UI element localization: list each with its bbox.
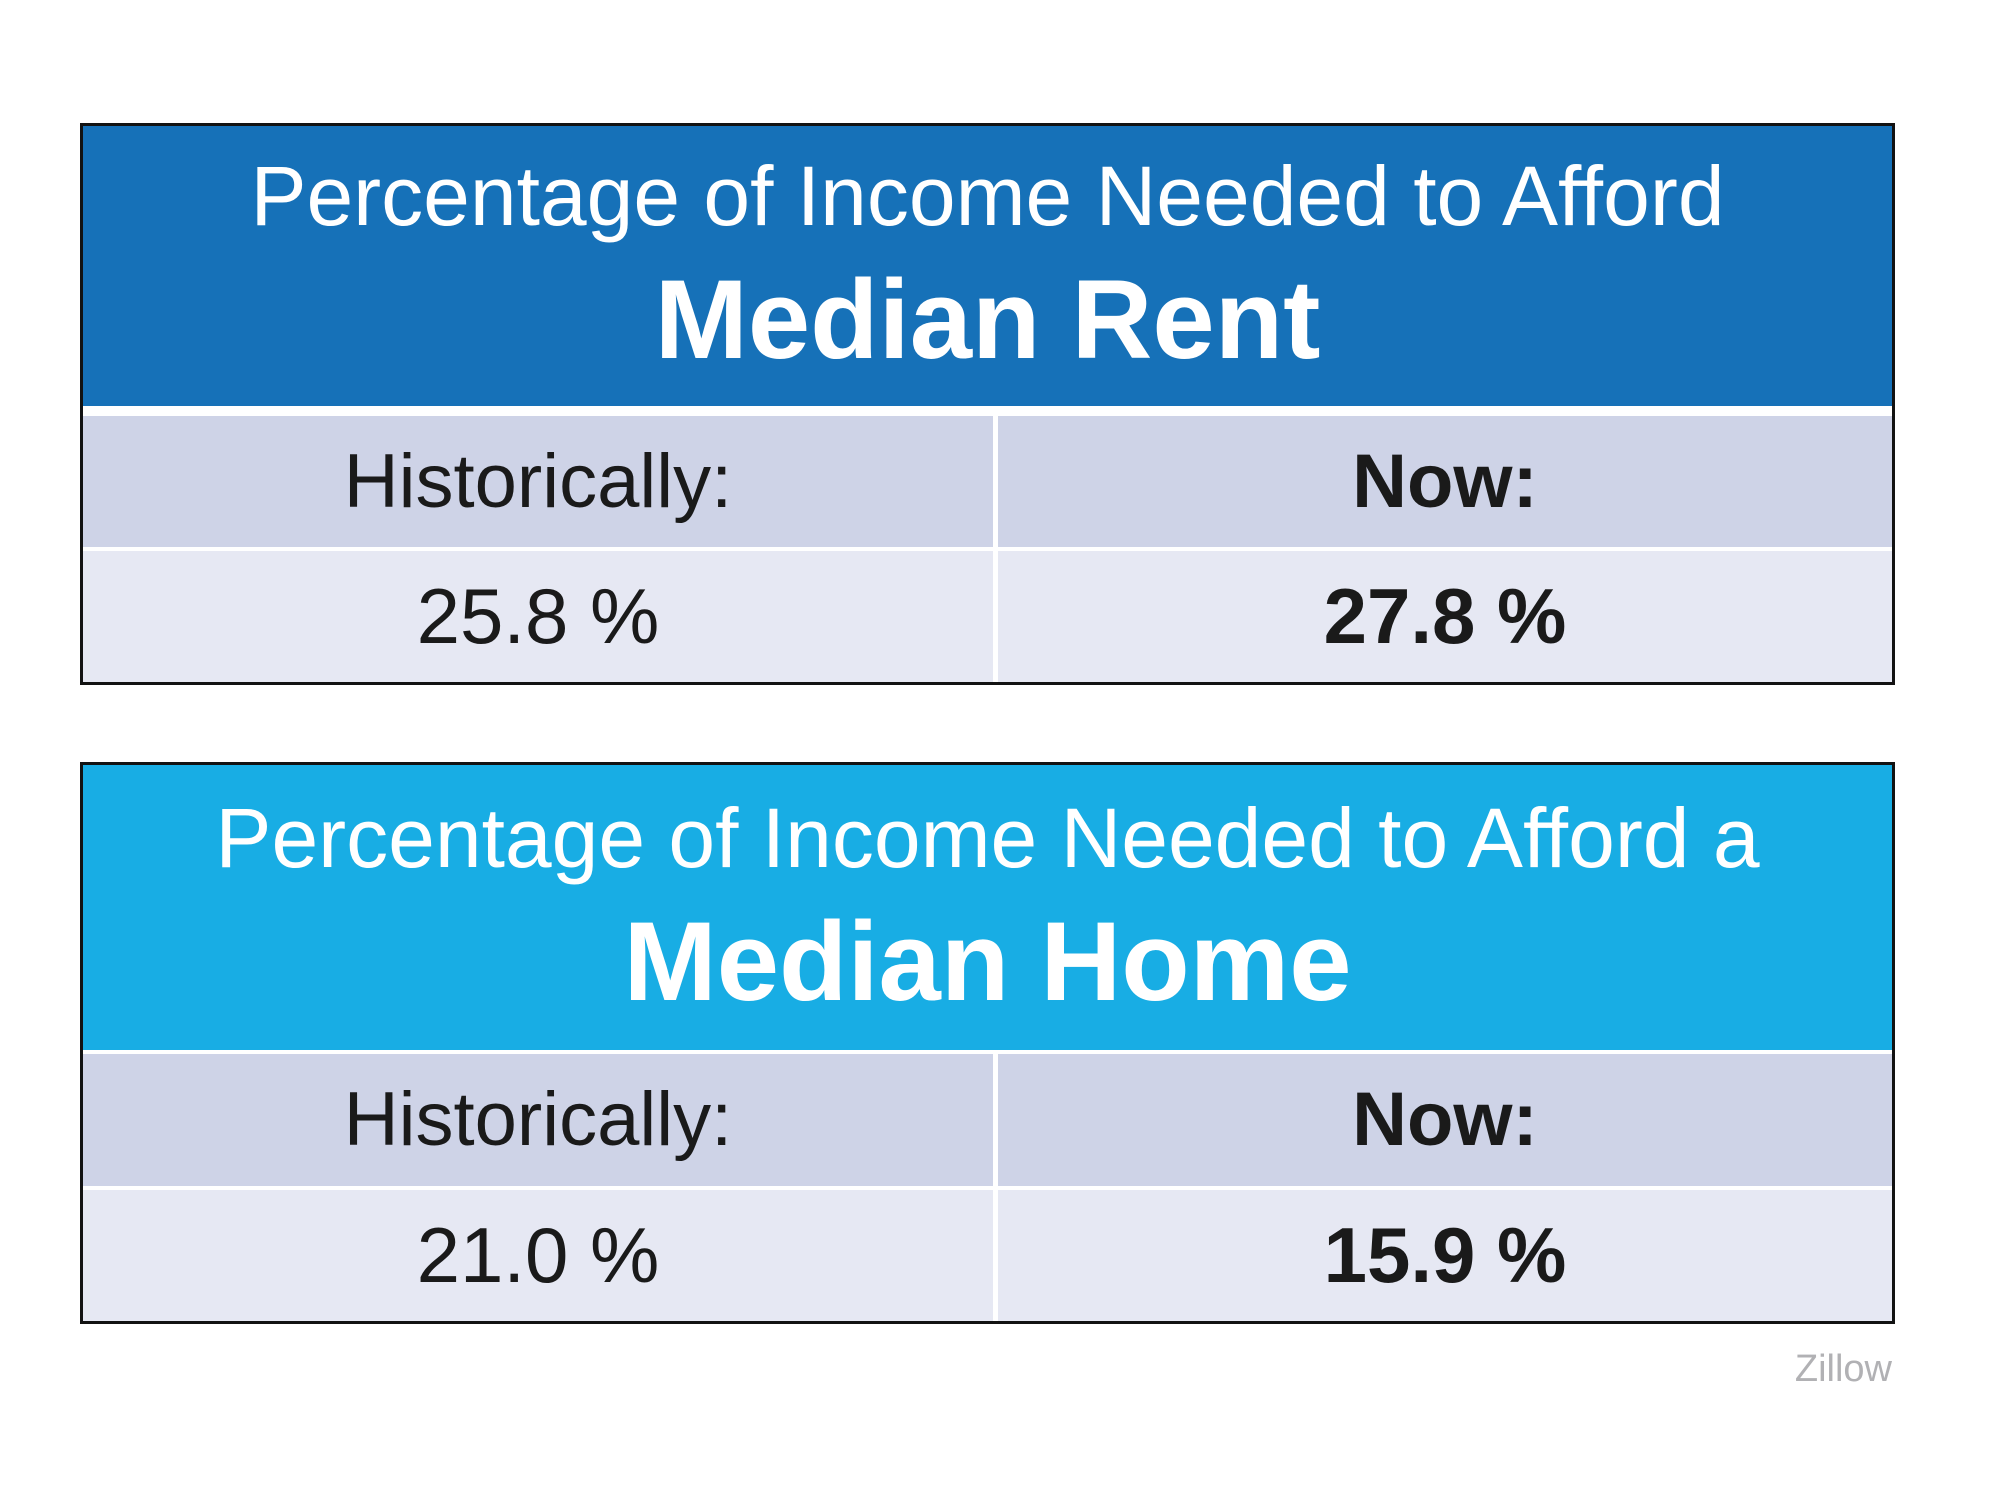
rent-title-line2: Median Rent — [654, 257, 1321, 383]
rent-value-row: 25.8 % 27.8 % — [83, 551, 1892, 682]
rent-now-value: 27.8 % — [998, 551, 1892, 682]
row-divider — [83, 1185, 1892, 1190]
row-divider — [83, 1050, 1892, 1054]
home-historically-label: Historically: — [83, 1054, 993, 1186]
rent-historically-label: Historically: — [83, 416, 993, 547]
home-now-label: Now: — [998, 1054, 1892, 1186]
home-now-value: 15.9 % — [998, 1189, 1892, 1321]
rent-label-row: Historically: Now: — [83, 416, 1892, 547]
home-title-line2: Median Home — [623, 898, 1352, 1024]
rent-historically-value: 25.8 % — [83, 551, 993, 682]
rent-now-label: Now: — [998, 416, 1892, 547]
median-home-table: Percentage of Income Needed to Afford a … — [80, 762, 1895, 1324]
home-historically-value: 21.0 % — [83, 1189, 993, 1321]
median-rent-table-header: Percentage of Income Needed to Afford Me… — [83, 126, 1892, 406]
column-divider — [993, 551, 998, 682]
column-divider — [993, 416, 998, 547]
home-title-line1: Percentage of Income Needed to Afford a — [215, 790, 1760, 885]
home-value-row: 21.0 % 15.9 % — [83, 1189, 1892, 1321]
column-divider — [993, 1189, 998, 1321]
rent-title-line1: Percentage of Income Needed to Afford — [250, 149, 1725, 244]
source-attribution: Zillow — [1794, 1348, 1892, 1390]
column-divider — [993, 1054, 998, 1186]
row-divider — [83, 406, 1892, 416]
median-home-table-header: Percentage of Income Needed to Afford a … — [83, 765, 1892, 1050]
home-label-row: Historically: Now: — [83, 1054, 1892, 1186]
row-divider — [83, 547, 1892, 551]
median-rent-table: Percentage of Income Needed to Afford Me… — [80, 123, 1895, 685]
